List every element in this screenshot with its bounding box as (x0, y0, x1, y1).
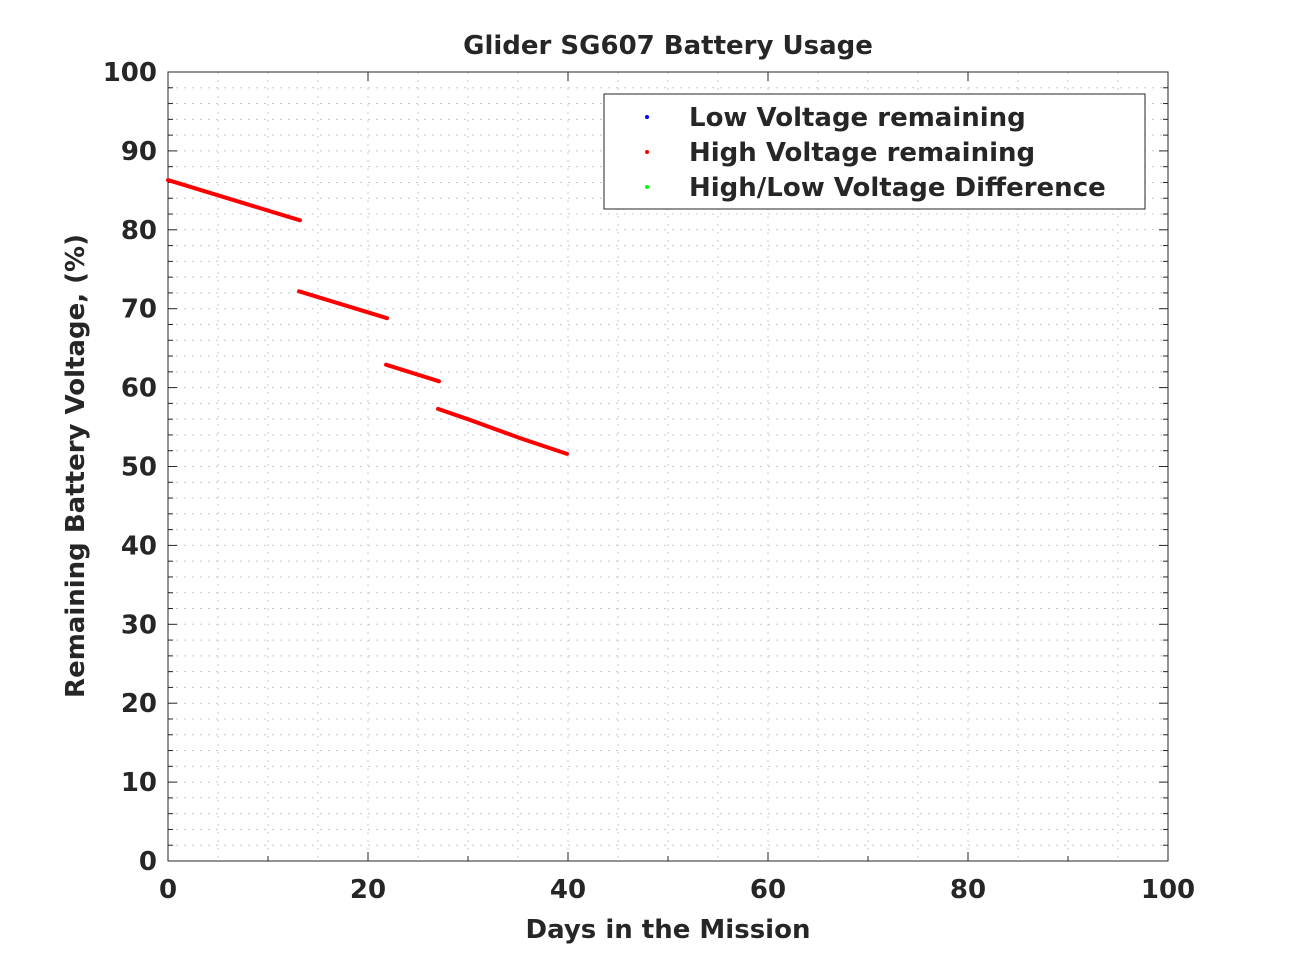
legend-box (603, 93, 1146, 210)
y-tick-label: 50 (121, 453, 157, 483)
y-tick-label: 90 (121, 137, 157, 167)
ticks: 0 20 40 60 80 100 0 10 20 30 40 50 60 70 80 90 100 (103, 58, 1195, 905)
x-tick-label: 80 (950, 875, 986, 905)
series-layer (166, 178, 569, 456)
y-tick-label: 10 (121, 768, 157, 798)
legend-label-difference: High/Low Voltage Difference (689, 173, 1106, 203)
legend: Low Voltage remaining High Voltage remai… (603, 93, 1146, 210)
legend-marker-high-voltage (645, 150, 649, 154)
x-tick-label: 40 (550, 875, 586, 905)
series-line-segment (297, 289, 389, 321)
legend-label-high-voltage: High Voltage remaining (689, 138, 1035, 168)
y-tick-label: 40 (121, 531, 157, 561)
x-tick-label: 20 (350, 875, 386, 905)
x-tick-label: 100 (1141, 875, 1195, 905)
x-tick-label: 60 (750, 875, 786, 905)
y-tick-label: 20 (121, 689, 157, 719)
legend-marker-difference (645, 185, 649, 189)
y-tick-label: 100 (103, 58, 157, 88)
x-tick-label: 0 (159, 875, 177, 905)
legend-marker-low-voltage (645, 115, 649, 119)
y-tick-label: 60 (121, 374, 157, 404)
series-line-segment (384, 362, 441, 384)
series-line-segment (166, 178, 302, 223)
y-tick-label: 30 (121, 610, 157, 640)
y-axis-label: Remaining Battery Voltage, (%) (61, 234, 91, 698)
y-tick-label: 70 (121, 295, 157, 325)
legend-label-low-voltage: Low Voltage remaining (689, 103, 1026, 133)
series-line-segment (436, 406, 569, 456)
y-tick-label: 80 (121, 216, 157, 246)
x-axis-label: Days in the Mission (526, 915, 811, 945)
y-tick-label: 0 (139, 847, 157, 877)
chart-title: Glider SG607 Battery Usage (463, 31, 873, 61)
